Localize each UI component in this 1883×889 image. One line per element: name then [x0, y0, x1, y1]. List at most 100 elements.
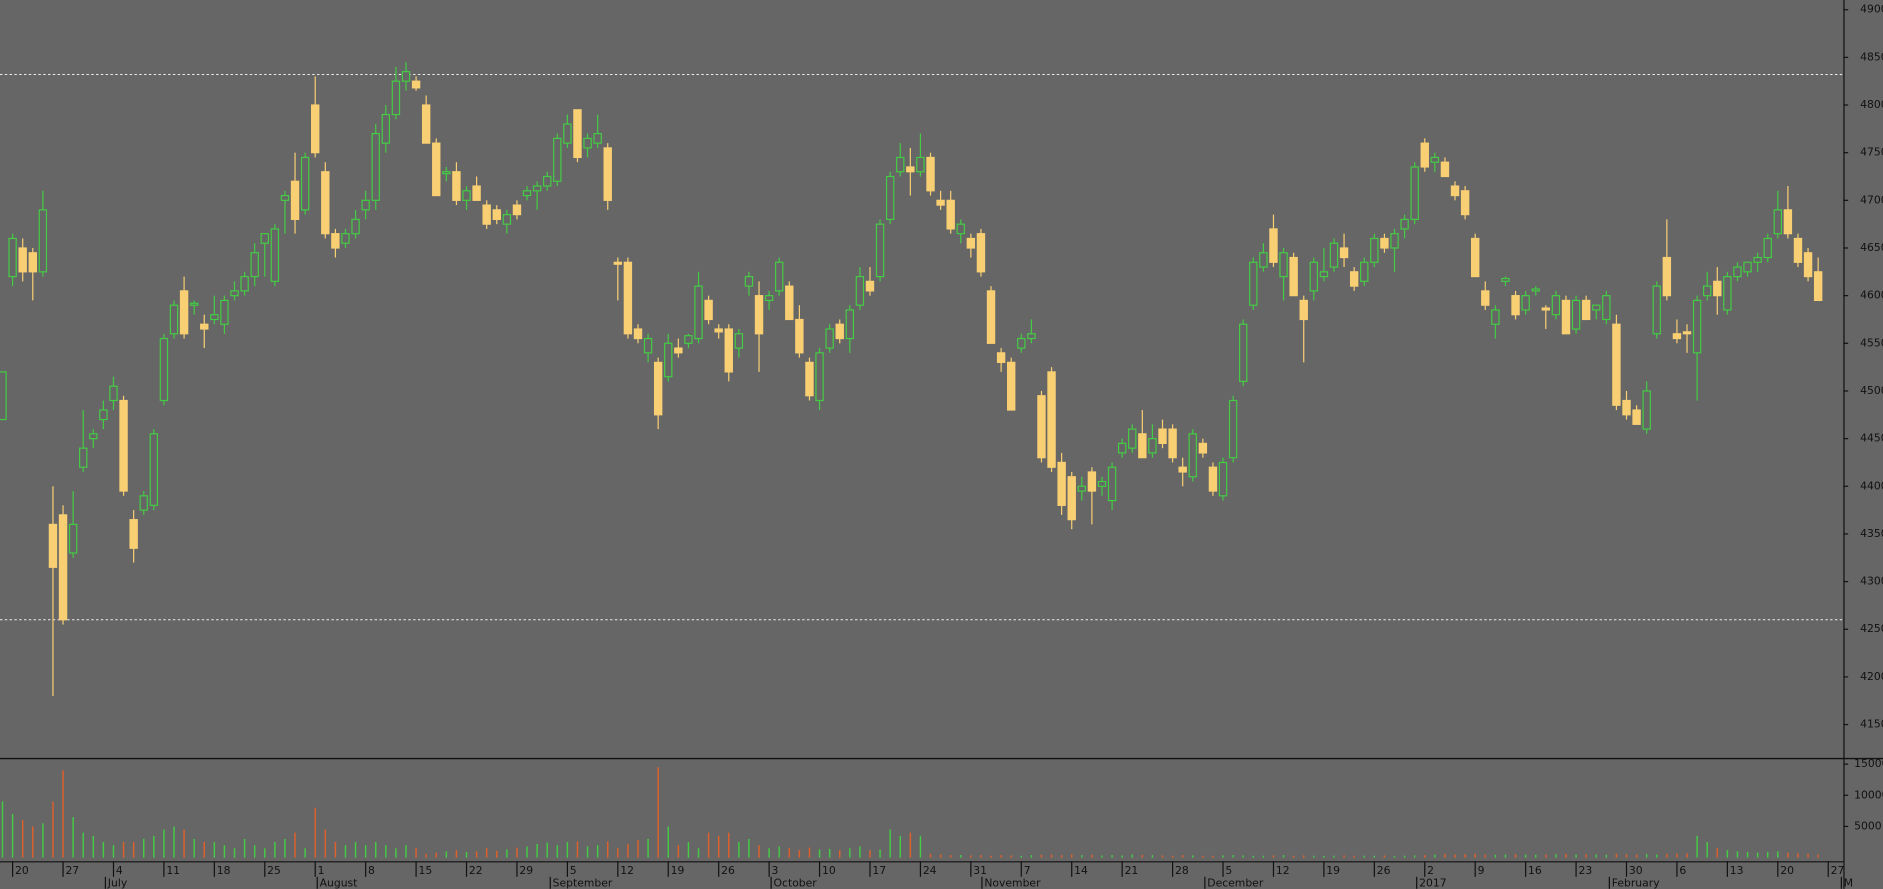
x-tick-label: 6: [1679, 864, 1686, 877]
candle-body: [805, 361, 814, 397]
candle-body: [835, 323, 844, 340]
x-tick-label: 2: [1427, 864, 1434, 877]
x-tick-label: 27: [65, 864, 79, 877]
candle-body: [1269, 228, 1278, 263]
candle-body: [220, 299, 229, 325]
candle-body: [1279, 252, 1288, 278]
candle-body: [260, 233, 269, 244]
candle-body: [1047, 371, 1056, 468]
candle-body: [1289, 256, 1298, 297]
candle-body: [1440, 161, 1450, 178]
month-label: September: [553, 876, 613, 889]
candle-body: [1410, 166, 1419, 220]
candle-body: [1390, 233, 1399, 249]
x-tick-label: 4: [116, 864, 123, 877]
candle-body: [1057, 461, 1066, 506]
candle-body: [1662, 256, 1672, 297]
candle-body: [1158, 428, 1167, 444]
x-tick-label: 15: [418, 864, 432, 877]
x-tick-label: 28: [1175, 864, 1189, 877]
x-tick-label: 24: [923, 864, 937, 877]
candle-body: [452, 171, 461, 201]
candle-body: [1218, 461, 1228, 497]
candle-body: [48, 523, 58, 568]
candle-body: [946, 199, 955, 230]
candle-body: [1783, 209, 1793, 235]
candle-body: [1642, 390, 1651, 430]
candle-body: [653, 361, 663, 416]
candle-body: [855, 275, 865, 306]
candle-body: [1622, 399, 1631, 416]
candle-body: [1592, 304, 1601, 311]
candle-body: [240, 275, 249, 292]
candle-body: [815, 352, 824, 402]
x-tick-label: 20: [1780, 864, 1794, 877]
candle-body: [1511, 295, 1520, 316]
x-tick-label: 12: [620, 864, 634, 877]
candle-body: [1097, 480, 1107, 487]
candle-body: [432, 142, 441, 197]
candle-body: [885, 175, 895, 220]
candle-body: [1571, 299, 1581, 330]
candle-body: [1299, 299, 1308, 321]
x-tick-label: 9: [1478, 864, 1485, 877]
candle-body: [1813, 271, 1823, 302]
candle-body: [563, 123, 572, 144]
candle-body: [1117, 442, 1127, 454]
candle-body: [1723, 275, 1732, 311]
candle-body: [1370, 237, 1379, 263]
y-tick-label: 4450: [1860, 432, 1883, 445]
candle-body: [976, 233, 986, 273]
candle-body: [704, 299, 713, 321]
candle-body: [1803, 252, 1813, 278]
x-tick-label: 17: [872, 864, 886, 877]
candle-body: [1420, 142, 1429, 168]
candle-body: [482, 204, 491, 225]
month-label: November: [984, 876, 1041, 889]
candle-body: [99, 409, 108, 421]
x-tick-label: 31: [973, 864, 987, 877]
y-tick-label: 4750: [1860, 146, 1883, 159]
candle-body: [875, 223, 885, 278]
candle-body: [1027, 333, 1036, 340]
candle-body: [421, 104, 431, 144]
candle-body: [321, 171, 330, 235]
candle-body: [18, 247, 27, 273]
x-tick-label: 26: [721, 864, 735, 877]
candle-body: [1652, 285, 1661, 335]
candle-body: [1773, 209, 1783, 235]
candle-body: [119, 399, 128, 492]
candle-body: [1612, 323, 1621, 406]
candle-body: [210, 314, 219, 321]
candle-body: [341, 233, 350, 244]
x-tick-label: 1: [318, 864, 325, 877]
y-tick-label: 4500: [1860, 384, 1883, 397]
candle-body: [8, 237, 17, 278]
candle-body: [472, 185, 481, 201]
x-tick-label: 29: [519, 864, 533, 877]
candle-body: [1450, 185, 1460, 197]
candle-body: [270, 228, 280, 282]
x-tick-label: 13: [1730, 864, 1744, 877]
candle-body: [280, 194, 290, 201]
candle-body: [1733, 266, 1742, 278]
candle-body: [1551, 295, 1561, 316]
candle-body: [159, 337, 169, 402]
candle-body: [1239, 323, 1248, 383]
candle-body: [1339, 247, 1349, 259]
candle-body: [956, 223, 965, 235]
candle-body: [1228, 399, 1238, 459]
candle-body: [361, 199, 370, 211]
x-tick-label: 26: [1377, 864, 1391, 877]
candle-body: [1198, 442, 1208, 454]
candle-body: [169, 304, 179, 335]
candle-body: [1259, 252, 1268, 268]
candle-body: [845, 309, 855, 340]
candle-body: [1481, 290, 1490, 306]
candle-body: [1349, 271, 1359, 287]
volume-tick-label: 5000: [1854, 819, 1882, 832]
candle-body: [1713, 280, 1722, 297]
candle-body: [1319, 271, 1329, 278]
candle-body: [1128, 428, 1137, 449]
candle-body: [1541, 307, 1551, 311]
